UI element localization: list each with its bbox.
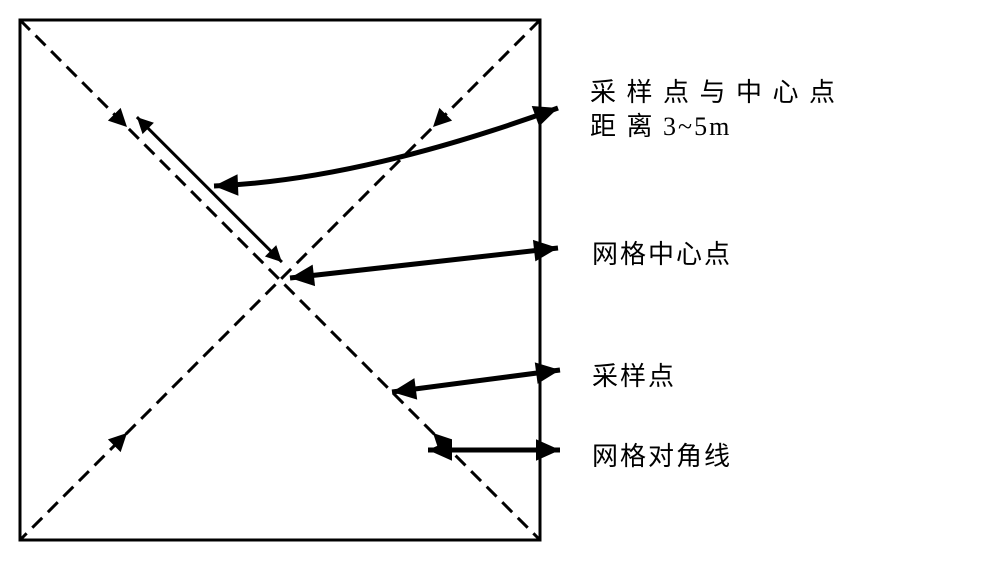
label-distance-line2: 距 离 3~5m [590,106,731,143]
arrow-head-icon [433,108,452,127]
label-arrow [290,248,558,278]
label-diagonal: 网格对角线 [592,436,732,473]
arrow-head-icon [535,362,560,383]
label-arrow [214,108,558,186]
arrow-head-icon [214,174,238,196]
arrow-head-icon [536,439,560,461]
arrow-head-icon [532,106,558,126]
arrow-head-icon [108,108,127,127]
label-center: 网格中心点 [592,234,732,271]
diagram-container: 采 样 点 与 中 心 点 距 离 3~5m 网格中心点 采样点 网格对角线 [0,0,1000,563]
label-sample: 采样点 [592,356,676,393]
label-arrow [392,370,560,392]
distance-indicator [137,117,282,262]
diagram-svg [0,0,1000,563]
label-distance-line1: 采 样 点 与 中 心 点 [590,72,837,109]
